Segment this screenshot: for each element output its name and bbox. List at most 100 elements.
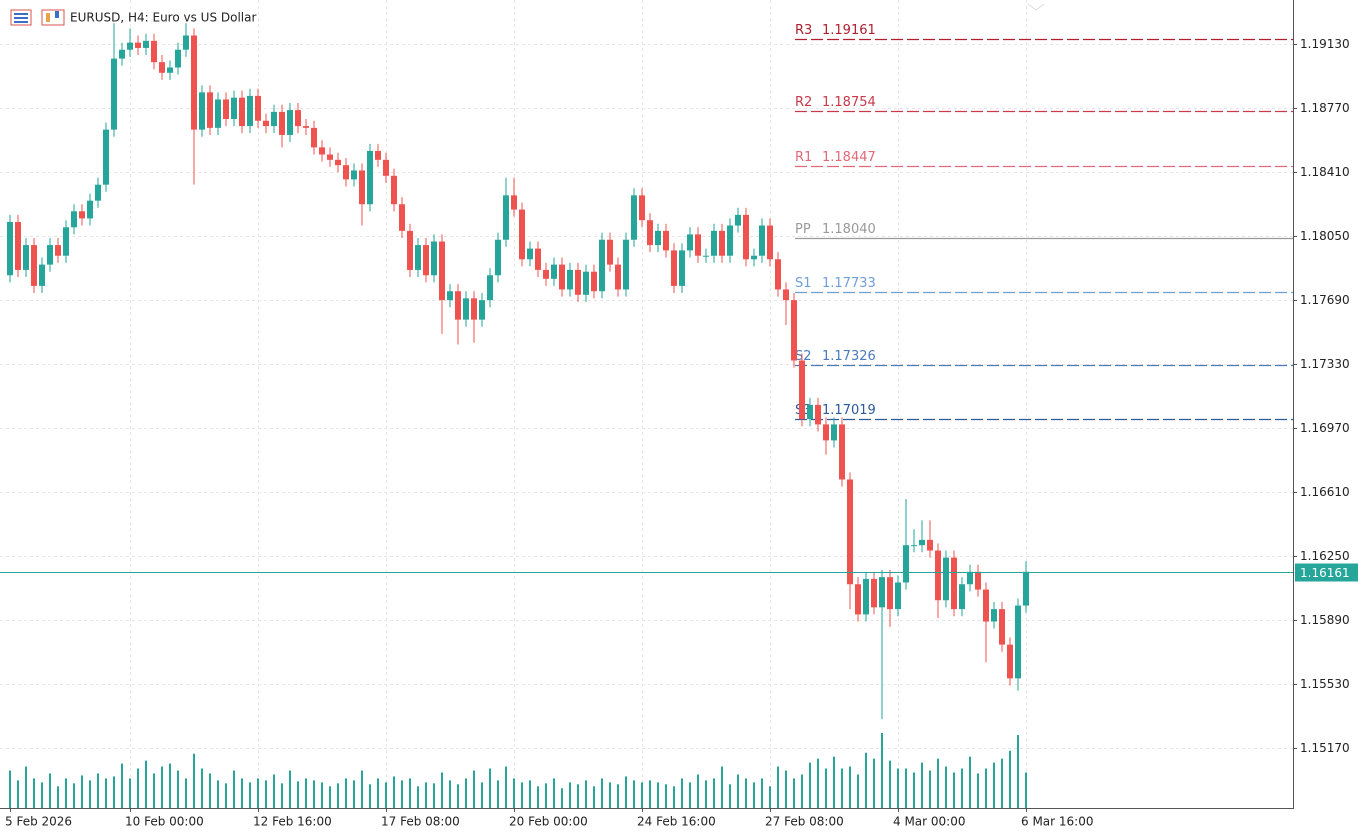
candle-body <box>903 545 909 583</box>
x-tick-label: 17 Feb 08:00 <box>381 815 460 829</box>
candle-body <box>511 195 517 210</box>
volume-bar <box>1017 734 1019 808</box>
candle-body <box>815 404 821 425</box>
candle-body <box>711 230 717 256</box>
x-tick-label: 10 Feb 00:00 <box>125 815 204 829</box>
volume-bar <box>569 782 571 808</box>
candle-body <box>735 214 741 226</box>
volume-bar <box>25 766 27 808</box>
candle-body <box>503 195 509 240</box>
pivot-value: 1.19161 <box>822 23 876 38</box>
candle-body <box>455 291 461 320</box>
candle-body <box>103 129 109 185</box>
icon <box>55 11 59 18</box>
volume-bar <box>321 782 323 808</box>
candle-body <box>607 239 613 265</box>
volume-bar <box>241 778 243 808</box>
pivot-name: PP <box>795 222 811 237</box>
candle-body <box>591 271 597 292</box>
candle-body <box>407 230 413 270</box>
x-tick-label: 4 Mar 00:00 <box>893 815 966 829</box>
candle-body <box>255 95 261 121</box>
volume-bar <box>865 752 867 808</box>
y-tick-label: 1.15890 <box>1300 613 1350 627</box>
candle-body <box>447 291 453 301</box>
candles <box>7 23 1029 720</box>
volume-bar <box>345 778 347 808</box>
volume-bar <box>201 768 203 808</box>
volume-bar <box>401 780 403 808</box>
volume-bar <box>481 782 483 808</box>
pivot-value: 1.17019 <box>822 403 876 418</box>
candle-body <box>767 225 773 260</box>
volume-bar <box>361 770 363 808</box>
volume-bar <box>329 786 331 808</box>
y-tick-label: 1.15170 <box>1300 741 1350 755</box>
pivot-name: S1 <box>795 276 812 291</box>
volume-bar <box>49 773 51 808</box>
pivot-value: 1.18040 <box>822 222 876 237</box>
volume-bar <box>657 782 659 808</box>
candle-body <box>439 241 445 301</box>
volume-bar <box>665 784 667 808</box>
candle-body <box>247 95 253 127</box>
candle-body <box>551 264 557 279</box>
volume-bar <box>257 778 259 808</box>
grid <box>0 0 1293 808</box>
icon <box>41 9 65 26</box>
volume-bar <box>553 778 555 808</box>
candle-body <box>991 609 997 622</box>
volume-bar <box>281 783 283 808</box>
volume-bar <box>105 778 107 808</box>
volume-bar <box>217 780 219 808</box>
y-tick-label: 1.18050 <box>1300 229 1350 243</box>
candle-body <box>223 99 229 119</box>
volume-bar <box>377 778 379 808</box>
candle-body <box>879 577 885 608</box>
y-tick-label: 1.19130 <box>1300 37 1350 51</box>
volume-bar <box>353 780 355 808</box>
volume-bar <box>793 778 795 808</box>
header: EURUSD, H4: Euro vs US Dollar <box>10 9 256 26</box>
y-tick-label: 1.17690 <box>1300 293 1350 307</box>
volume-bar <box>913 772 915 808</box>
candle-body <box>519 209 525 260</box>
candle-body <box>727 225 733 256</box>
volume-bar <box>761 778 763 808</box>
candle-body <box>559 264 565 290</box>
volume-bar <box>409 778 411 808</box>
candle-body <box>799 360 805 420</box>
candle-body <box>719 230 725 256</box>
candle-body <box>983 589 989 622</box>
volume-bar <box>465 778 467 808</box>
candle-body <box>623 239 629 290</box>
candle-body <box>319 147 325 155</box>
candle-body <box>951 557 957 610</box>
candle-body <box>399 204 405 231</box>
volume-bar <box>33 778 35 808</box>
volume-bar <box>497 780 499 808</box>
candle-body <box>367 150 373 205</box>
candle-body <box>839 424 845 480</box>
candle-body <box>639 195 645 221</box>
volume-bar <box>1001 758 1003 808</box>
candle-body <box>359 170 365 205</box>
candle-body <box>311 127 317 148</box>
candle-body <box>575 269 581 295</box>
candle-body <box>599 239 605 292</box>
volume-bar <box>713 778 715 808</box>
volume-bar <box>425 782 427 808</box>
candle-body <box>79 211 85 219</box>
candle-body <box>127 42 133 50</box>
volume-bar <box>393 776 395 808</box>
y-tick-label: 1.18770 <box>1300 101 1350 115</box>
candle-body <box>423 245 429 276</box>
volume-bar <box>705 780 707 808</box>
volume-bar <box>385 782 387 808</box>
volume-bar <box>337 783 339 808</box>
candle-body <box>295 110 301 127</box>
volume-bar <box>9 770 11 808</box>
y-tick-label: 1.15530 <box>1300 677 1350 691</box>
candle-body <box>943 557 949 601</box>
